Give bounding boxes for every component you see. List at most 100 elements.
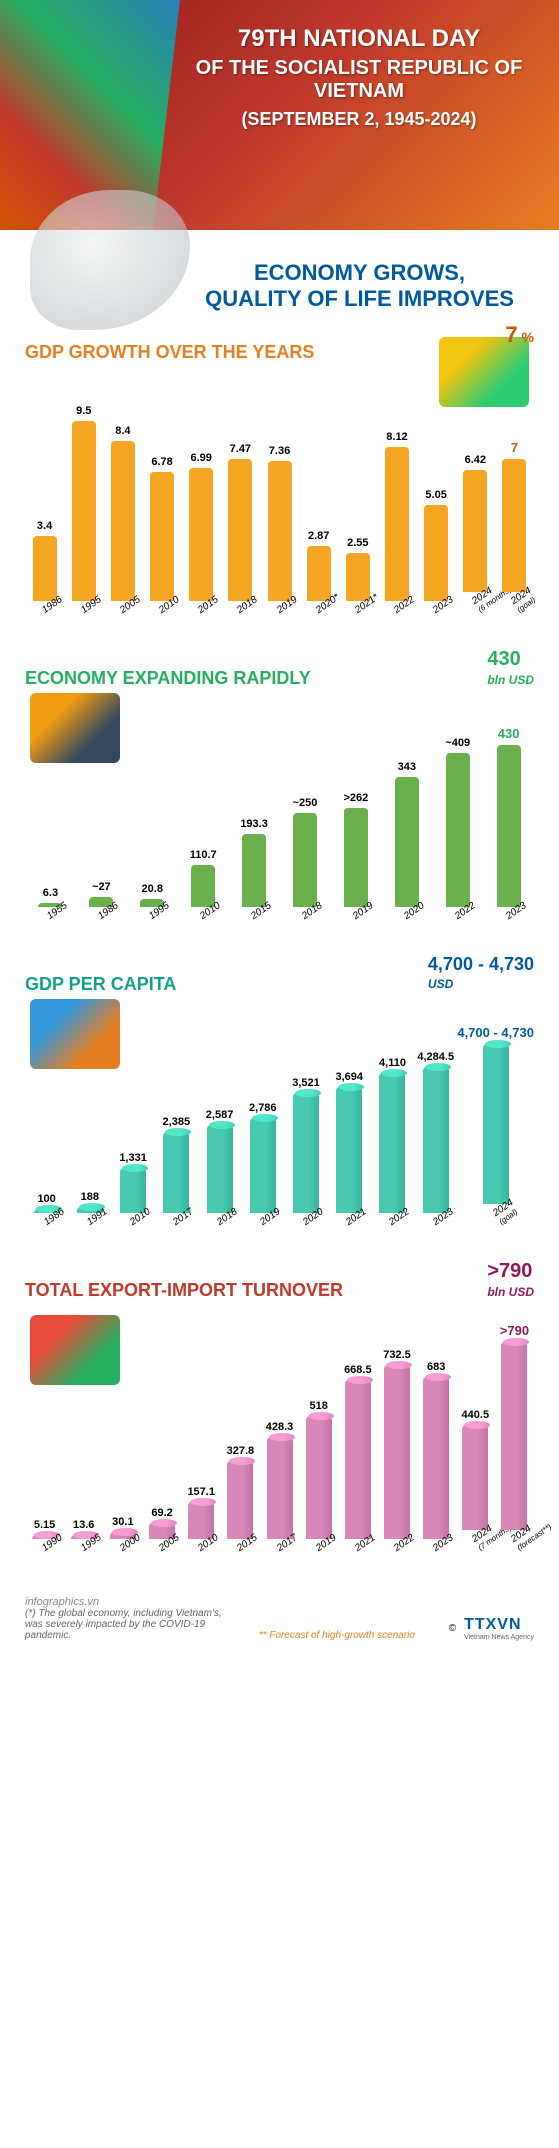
bar-x-label: 2024(7 months) — [470, 1530, 490, 1552]
bar-x-label: 2017 — [171, 1213, 186, 1228]
bar — [379, 1073, 405, 1213]
bar-value-label: 7.47 — [230, 443, 251, 455]
bar — [33, 536, 57, 601]
bar-x-label: 1995 — [79, 1539, 94, 1554]
bar-x-label: 2023 — [431, 1213, 446, 1228]
footer: infographics.vn (*) The global economy, … — [0, 1586, 559, 1661]
bar-value-label: 2,786 — [249, 1102, 277, 1114]
bar-group: 4,1102022 — [371, 1057, 414, 1230]
bar-value-label: 732.5 — [383, 1349, 411, 1361]
bar — [72, 421, 96, 602]
subtitle-line1: ECONOMY GROWS, — [180, 260, 539, 286]
bar — [267, 1437, 293, 1539]
bar-group: 9.51995 — [64, 405, 103, 619]
bar-x-sublabel: (forecast**) — [516, 1539, 529, 1552]
bar-group: >2622019 — [330, 792, 381, 924]
bar-value-label: 440.5 — [462, 1409, 490, 1421]
gdp-growth-unit-suffix: % — [522, 329, 534, 345]
agency-name: TTXVN — [464, 1616, 534, 1634]
economy-size-unit-value: 430 — [487, 648, 520, 670]
bar-x-label: 2000 — [118, 1539, 133, 1554]
bar-group: 13.61995 — [64, 1519, 103, 1556]
subtitle-line2: QUALITY OF LIFE IMPROVES — [180, 286, 539, 312]
bar — [307, 546, 331, 601]
bar-group: 110.72010 — [178, 849, 229, 924]
bar-value-label: 4,700 - 4,730 — [457, 1025, 534, 1040]
bar-value-label: 428.3 — [266, 1421, 294, 1433]
bar — [385, 447, 409, 601]
bar-group: 193.32015 — [229, 818, 280, 924]
bar-x-label: 1986 — [96, 907, 111, 922]
trade-unit-suffix: bln USD — [487, 1285, 534, 1299]
bar-value-label: 69.2 — [151, 1507, 172, 1519]
bar-value-label: 6.3 — [43, 887, 58, 899]
footnote-forecast: ** Forecast of high-growth scenario — [259, 1630, 415, 1641]
bar-group: 6832023 — [417, 1361, 456, 1556]
bar — [242, 834, 266, 907]
bar-x-sublabel: (7 months) — [477, 1539, 490, 1552]
bar-group: 732.5 2022 — [377, 1349, 416, 1556]
bar-group: 327.82015 — [221, 1445, 260, 1556]
bar-value-label: 3.4 — [37, 520, 52, 532]
bar — [497, 745, 521, 907]
bar-x-sublabel: (goal) — [497, 1213, 510, 1226]
bar-x-label: 2005 — [118, 601, 133, 616]
bar-value-label: >262 — [344, 792, 369, 804]
bar-value-label: 30.1 — [112, 1516, 133, 1528]
bar — [189, 468, 213, 601]
bar — [227, 1461, 253, 1539]
footnote-covid: (*) The global economy, including Vietna… — [25, 1608, 225, 1641]
trade-chart: 5.15199013.6199530.1200069.22005157.1201… — [25, 1316, 534, 1556]
bar-x-label: 2018 — [300, 907, 315, 922]
bar-group: 8.122022 — [377, 431, 416, 618]
bar-x-label: 2023 — [504, 907, 519, 922]
bar-x-label: 2024(6 months) — [470, 592, 490, 614]
bar-group: 5182019 — [299, 1400, 338, 1556]
bar-x-label: 2022 — [392, 1539, 407, 1554]
bar-group: 4302023 — [483, 726, 534, 924]
bar-group: 6.31955 — [25, 887, 76, 924]
header-line1: 79TH NATIONAL DAY — [179, 25, 539, 53]
bar-value-label: 2,385 — [163, 1116, 191, 1128]
bar-group: 1,3312010 — [111, 1152, 154, 1230]
bar-value-label: 6.99 — [190, 452, 211, 464]
bar-x-label: 2015 — [249, 907, 264, 922]
bar-group: ~27 1986 — [76, 881, 127, 924]
bar — [423, 1067, 449, 1213]
bar-value-label: 188 — [81, 1191, 99, 1203]
bar-group: 5.151990 — [25, 1519, 64, 1556]
bar-group: 3,5212020 — [284, 1077, 327, 1230]
bar — [345, 1380, 371, 1539]
bar-x-label: 2015 — [235, 1539, 250, 1554]
bar — [501, 1342, 527, 1530]
bar — [462, 1425, 488, 1530]
bar-group: 440.5 2024(7 months) — [456, 1409, 495, 1556]
bar-x-label: 2018 — [215, 1213, 230, 1228]
bar-value-label: ~250 — [293, 797, 318, 809]
bar-value-label: ~27 — [92, 881, 111, 893]
bar — [250, 1118, 276, 1213]
bar-group: 4,284.52023 — [414, 1051, 457, 1230]
bar-x-label: 2022 — [453, 907, 468, 922]
bar-group: 668.52021 — [338, 1364, 377, 1556]
bar-value-label: 8.4 — [115, 425, 130, 437]
source-link: infographics.vn — [25, 1596, 225, 1608]
bar-value-label: 2,587 — [206, 1109, 234, 1121]
bar-x-sublabel: (goal) — [516, 601, 529, 614]
bar-value-label: 683 — [427, 1361, 445, 1373]
bar-group: >7902024(forecast**) — [495, 1323, 534, 1556]
economy-size-chart: 6.31955~27198620.81995110.72010193.32015… — [25, 704, 534, 924]
bar — [163, 1132, 189, 1213]
bar — [423, 1377, 449, 1539]
trade-unit-value: >790 — [487, 1260, 532, 1282]
bar-x-label: 2010 — [157, 601, 172, 616]
bar-value-label: 3,521 — [292, 1077, 320, 1089]
bar-group: 7.362019 — [260, 445, 299, 618]
bar — [191, 865, 215, 907]
bar-group: 2,587 2018 — [198, 1109, 241, 1230]
bar-x-label: 2021 — [344, 1213, 359, 1228]
bar-group: ~250 2018 — [280, 797, 331, 924]
bar-x-label: 2020 — [402, 907, 417, 922]
bar-group: ~4092022 — [432, 737, 483, 925]
bar — [483, 1044, 509, 1204]
